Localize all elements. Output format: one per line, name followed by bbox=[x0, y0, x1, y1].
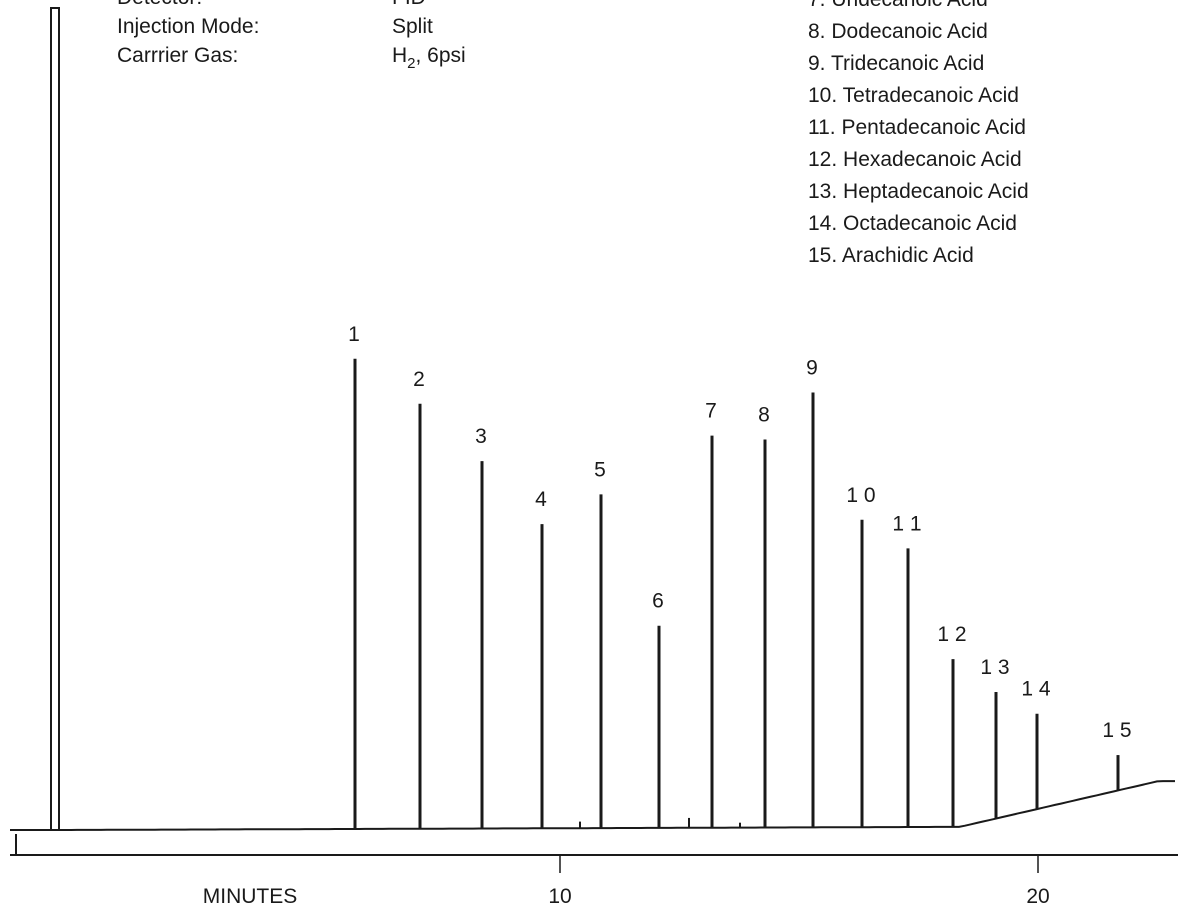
peak-list-item: 13. Heptadecanoic Acid bbox=[808, 180, 1029, 203]
peak-list-item: 7. Undecanoic Acid bbox=[808, 0, 1029, 16]
peak-list-item: 12. Hexadecanoic Acid bbox=[808, 148, 1022, 171]
peak-list-item: 15. Arachidic Acid bbox=[808, 244, 974, 267]
peak-list-item: 11. Pentadecanoic Acid bbox=[808, 116, 1026, 139]
peak-label-7: 7 bbox=[705, 400, 717, 423]
peak-list-item: 8. Dodecanoic Acid bbox=[808, 20, 988, 43]
peak-list-item: 10. Tetradecanoic Acid bbox=[808, 84, 1019, 107]
peak-label-3: 3 bbox=[475, 425, 487, 448]
peak-label-8: 8 bbox=[758, 404, 770, 427]
carrier-gas-value: H2, 6psi bbox=[392, 44, 466, 72]
solvent-peak bbox=[50, 7, 60, 831]
detector-value: FID bbox=[392, 0, 426, 12]
peak-label-14: 1 4 bbox=[1021, 678, 1051, 701]
detector-label: Detector: bbox=[117, 0, 202, 12]
peak-label-11: 1 1 bbox=[892, 512, 921, 535]
chromatogram-trace bbox=[10, 780, 1175, 831]
x-axis-label: MINUTES bbox=[203, 885, 298, 908]
peak-label-6: 6 bbox=[652, 590, 664, 613]
peak-label-15: 1 5 bbox=[1102, 719, 1131, 742]
peak-identification-list: 7. Undecanoic Acid 8. Dodecanoic Acid 9.… bbox=[808, 0, 1029, 272]
peak-label-1: 1 bbox=[348, 323, 360, 346]
peak-label-5: 5 bbox=[594, 458, 606, 481]
peak-label-4: 4 bbox=[535, 488, 547, 511]
peak-label-9: 9 bbox=[806, 357, 818, 380]
x-tick-label-10: 10 bbox=[548, 885, 571, 908]
injection-mode-label: Injection Mode: bbox=[117, 15, 260, 38]
peak-label-13: 1 3 bbox=[980, 656, 1009, 679]
peak-label-2: 2 bbox=[413, 368, 425, 391]
x-tick-label-20: 20 bbox=[1026, 885, 1049, 908]
injection-mode-value: Split bbox=[392, 15, 433, 38]
carrier-gas-label: Carrrier Gas: bbox=[117, 44, 239, 67]
peak-label-10: 1 0 bbox=[846, 484, 875, 507]
peak-list-item: 14. Octadecanoic Acid bbox=[808, 212, 1017, 235]
peak-label-12: 1 2 bbox=[937, 623, 966, 646]
x-axis: MINUTES 10 20 bbox=[10, 834, 1178, 908]
peaks-group: 1 2 3 4 5 6 7 8 9 1 0 1 1 1 2 1 3 1 4 1 5 bbox=[348, 323, 1132, 829]
peak-list-item: 9. Tridecanoic Acid bbox=[808, 52, 985, 75]
